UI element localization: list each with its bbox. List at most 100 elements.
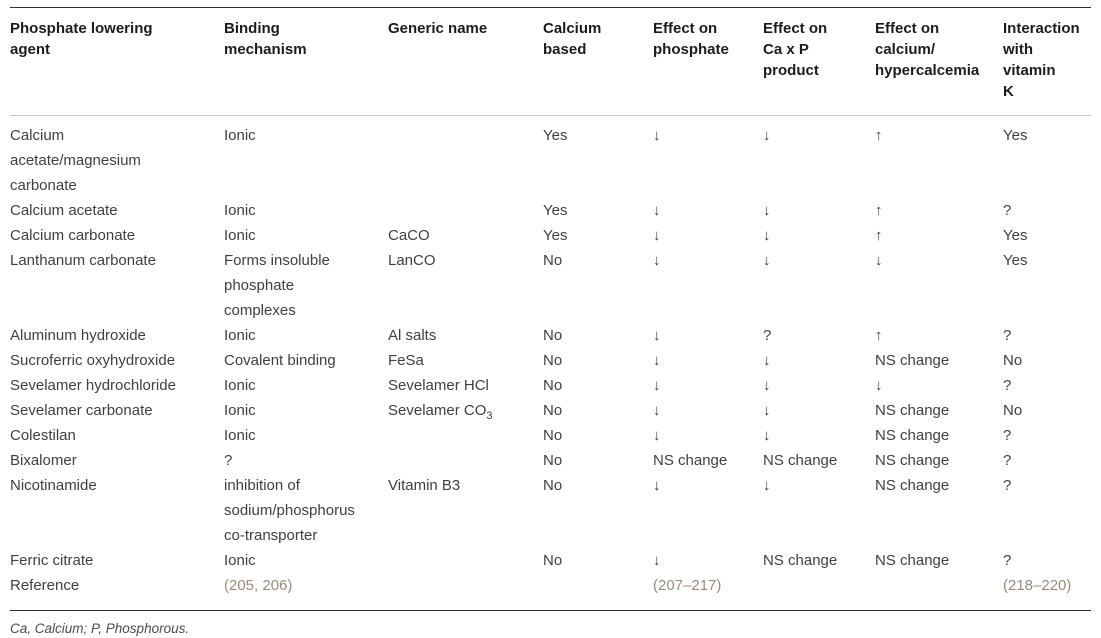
cell-text: ↓ (653, 402, 661, 419)
cell-text: CaCO (388, 227, 430, 244)
cell-text: Sucroferric oxyhydroxide (10, 352, 176, 369)
cell-effect-calcium: ↓ (875, 373, 1003, 398)
cell-text: NS change (875, 477, 950, 494)
cell-vitamin-k: Yes (1003, 116, 1091, 199)
cell-text: No (543, 427, 563, 444)
cell-text: Vitamin B3 (388, 477, 461, 494)
cell-text: Covalent binding (224, 352, 336, 369)
cell-calcium-based: No (543, 448, 653, 473)
cell-text: NS change (763, 552, 838, 569)
reference-row: Reference (205, 206) (207–217) (218–220) (10, 573, 1091, 611)
cell-calcium-based (543, 573, 653, 611)
cell-effect-calcium (875, 573, 1003, 611)
cell-text: No (543, 552, 563, 569)
cell-text: NS change (875, 552, 950, 569)
cell-text: ↑ (875, 327, 883, 344)
cell-effect-phosphate: ↓ (653, 348, 763, 373)
cell-effect-caxp: ↓ (763, 423, 875, 448)
cell-text: ? (224, 452, 233, 469)
cell-calcium-based: No (543, 398, 653, 423)
cell-text: No (543, 477, 563, 494)
cell-calcium-based: No (543, 323, 653, 348)
cell-generic (388, 573, 543, 611)
cell-text: Ionic (224, 402, 256, 419)
col-header-generic-name: Generic name (388, 7, 543, 116)
cell-agent: Bixalomer (10, 448, 224, 473)
cell-text: ↓ (763, 127, 771, 144)
cell-binding: inhibition of sodium/phosphorus co-trans… (224, 473, 388, 548)
cell-text: ↓ (763, 227, 771, 244)
cell-generic: CaCO (388, 223, 543, 248)
cell-text: LanCO (388, 252, 436, 269)
cell-text: Ionic (224, 377, 256, 394)
cell-agent: Sucroferric oxyhydroxide (10, 348, 224, 373)
cell-effect-phosphate: ↓ (653, 473, 763, 548)
header-row: Phosphate lowering agent Binding mechani… (10, 7, 1091, 116)
cell-binding: Ionic (224, 373, 388, 398)
cell-effect-caxp: ↓ (763, 348, 875, 373)
cell-agent: Sevelamer carbonate (10, 398, 224, 423)
cell-vitamin-k: ? (1003, 548, 1091, 573)
cell-text: ↓ (653, 202, 661, 219)
cell-generic: Sevelamer CO3 (388, 398, 543, 423)
cell-text: ? (763, 327, 772, 344)
cell-text: NS change (653, 452, 728, 469)
cell-effect-calcium: ↓ (875, 248, 1003, 323)
reference-link[interactable]: (207–217) (653, 573, 763, 611)
cell-vitamin-k: Yes (1003, 223, 1091, 248)
reference-link[interactable]: (205, 206) (224, 573, 388, 611)
cell-generic: Sevelamer HCl (388, 373, 543, 398)
cell-generic (388, 116, 543, 199)
cell-text: Bixalomer (10, 452, 77, 469)
phosphate-lowering-agents-table: Phosphate lowering agent Binding mechani… (10, 7, 1091, 611)
cell-text: ↓ (653, 127, 661, 144)
cell-effect-calcium: NS change (875, 473, 1003, 548)
cell-effect-phosphate: NS change (653, 448, 763, 473)
cell-text: ↓ (763, 427, 771, 444)
cell-text: ↓ (875, 252, 883, 269)
cell-text: ? (1003, 452, 1012, 469)
cell-vitamin-k: ? (1003, 473, 1091, 548)
cell-agent: Nicotinamide (10, 473, 224, 548)
cell-binding: Ionic (224, 323, 388, 348)
cell-text: No (1003, 402, 1023, 419)
cell-calcium-based: No (543, 473, 653, 548)
cell-calcium-based: No (543, 548, 653, 573)
cell-effect-phosphate: ↓ (653, 423, 763, 448)
cell-vitamin-k: ? (1003, 373, 1091, 398)
cell-agent: Calcium acetate (10, 198, 224, 223)
cell-text: Reference (10, 577, 80, 594)
cell-text: ↓ (763, 202, 771, 219)
cell-binding: Ionic (224, 198, 388, 223)
cell-effect-caxp: ↓ (763, 473, 875, 548)
reference-link[interactable]: (218–220) (1003, 573, 1091, 611)
cell-text: Yes (1003, 227, 1028, 244)
col-header-phosphate-lowering-agent: Phosphate lowering agent (10, 7, 224, 116)
cell-text: ↓ (763, 477, 771, 494)
cell-text: ↓ (875, 377, 883, 394)
cell-text: ↑ (875, 202, 883, 219)
cell-text: Ionic (224, 227, 256, 244)
cell-agent: Lanthanum carbonate (10, 248, 224, 323)
cell-text: Ionic (224, 127, 256, 144)
col-header-calcium-based: Calcium based (543, 7, 653, 116)
cell-effect-caxp: ↓ (763, 223, 875, 248)
table-row: Ferric citrate Ionic No ↓ NS change NS change… (10, 548, 1091, 573)
cell-text: Aluminum hydroxide (10, 327, 146, 344)
cell-text: NS change (875, 402, 950, 419)
cell-effect-phosphate: ↓ (653, 116, 763, 199)
cell-text: (207–217) (653, 577, 722, 594)
cell-text: ↓ (653, 252, 661, 269)
cell-generic: LanCO (388, 248, 543, 323)
cell-generic (388, 448, 543, 473)
cell-text: No (543, 252, 563, 269)
cell-text: ? (1003, 477, 1012, 494)
cell-calcium-based: Yes (543, 116, 653, 199)
cell-calcium-based: No (543, 348, 653, 373)
cell-text: No (543, 452, 563, 469)
cell-effect-phosphate: ↓ (653, 548, 763, 573)
cell-effect-calcium: NS change (875, 548, 1003, 573)
cell-binding: Ionic (224, 116, 388, 199)
cell-text: (205, 206) (224, 577, 293, 594)
cell-vitamin-k: ? (1003, 198, 1091, 223)
